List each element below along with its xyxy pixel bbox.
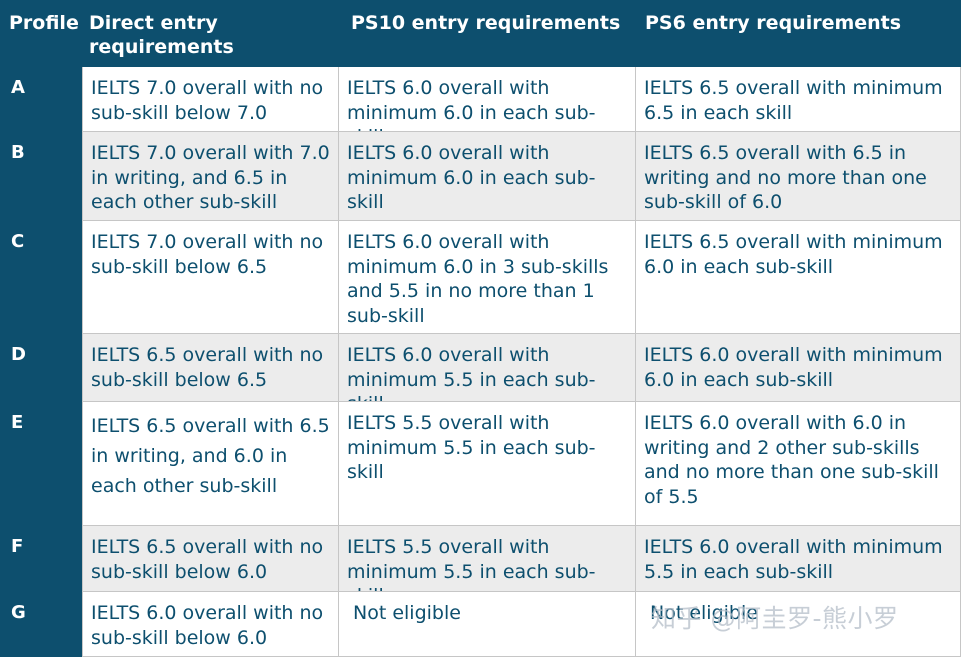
profile-label-e: E <box>0 402 82 526</box>
header-direct-entry: Direct entry requirements <box>82 0 339 67</box>
header-profile: Profile <box>0 0 82 67</box>
cell-g-direct: IELTS 6.0 overall with no sub-skill belo… <box>82 592 339 657</box>
cell-d-direct: IELTS 6.5 overall with no sub-skill belo… <box>82 334 339 402</box>
profile-label-g: G <box>0 592 82 657</box>
cell-a-ps10: IELTS 6.0 overall with minimum 6.0 in ea… <box>339 67 636 132</box>
cell-f-ps6: IELTS 6.0 overall with minimum 5.5 in ea… <box>636 526 961 592</box>
cell-f-direct: IELTS 6.5 overall with no sub-skill belo… <box>82 526 339 592</box>
cell-b-direct: IELTS 7.0 overall with 7.0 in writing, a… <box>82 132 339 221</box>
cell-c-ps6: IELTS 6.5 overall with minimum 6.0 in ea… <box>636 221 961 334</box>
cell-d-ps6: IELTS 6.0 overall with minimum 6.0 in ea… <box>636 334 961 402</box>
cell-a-ps6: IELTS 6.5 overall with minimum 6.5 in ea… <box>636 67 961 132</box>
header-ps6: PS6 entry requirements <box>636 0 961 67</box>
profile-label-a: A <box>0 67 82 132</box>
cell-b-ps6: IELTS 6.5 overall with 6.5 in writing an… <box>636 132 961 221</box>
header-ps10: PS10 entry requirements <box>339 0 636 67</box>
cell-e-ps10: IELTS 5.5 overall with minimum 5.5 in ea… <box>339 402 636 526</box>
profile-label-b: B <box>0 132 82 221</box>
cell-e-direct: IELTS 6.5 overall with 6.5 in writing, a… <box>82 402 339 526</box>
profile-label-f: F <box>0 526 82 592</box>
cell-a-direct: IELTS 7.0 overall with no sub-skill belo… <box>82 67 339 132</box>
cell-c-ps10: IELTS 6.0 overall with minimum 6.0 in 3 … <box>339 221 636 334</box>
cell-b-ps10: IELTS 6.0 overall with minimum 6.0 in ea… <box>339 132 636 221</box>
profile-label-d: D <box>0 334 82 402</box>
cell-e-ps6: IELTS 6.0 overall with 6.0 in writing an… <box>636 402 961 526</box>
cell-c-direct: IELTS 7.0 overall with no sub-skill belo… <box>82 221 339 334</box>
cell-g-ps6: Not eligible <box>636 592 961 657</box>
profile-label-c: C <box>0 221 82 334</box>
cell-d-ps10: IELTS 6.0 overall with minimum 5.5 in ea… <box>339 334 636 402</box>
cell-f-ps10: IELTS 5.5 overall with minimum 5.5 in ea… <box>339 526 636 592</box>
cell-g-ps10: Not eligible <box>339 592 636 657</box>
